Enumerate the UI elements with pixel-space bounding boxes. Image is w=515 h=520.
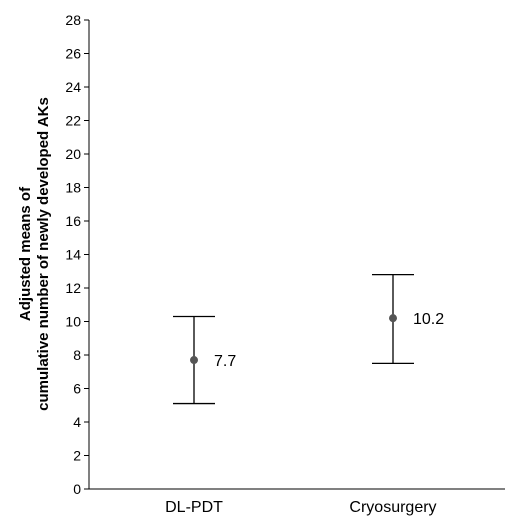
error-bar-group-0: 7.7 [173, 315, 236, 405]
y-tick-label-26: 26 [65, 46, 81, 62]
y-axis-title: Adjusted means of cumulative number of n… [17, 97, 52, 411]
data-marks: 7.7 10.2 [173, 273, 444, 405]
x-category-label-0: DL-PDT [165, 499, 223, 516]
error-bar-group-1: 10.2 [372, 273, 444, 365]
mean-point-1 [389, 314, 397, 323]
y-tick-label-10: 10 [65, 314, 81, 330]
y-tick-label-16: 16 [65, 213, 81, 229]
y-tick-label-18: 18 [65, 180, 81, 196]
y-tick-label-22: 22 [65, 113, 81, 129]
y-tick-label-14: 14 [65, 247, 81, 263]
y-tick-label-6: 6 [73, 381, 81, 397]
data-label-0: 7.7 [214, 353, 236, 370]
y-tick-label-4: 4 [73, 414, 81, 430]
y-tick-label-24: 24 [65, 79, 81, 95]
y-tick-label-12: 12 [65, 280, 81, 296]
y-tick-label-20: 20 [65, 146, 81, 162]
data-label-1: 10.2 [413, 311, 444, 328]
y-axis-title-line-1: Adjusted means of [17, 186, 34, 321]
y-tick-label-0: 0 [73, 481, 81, 497]
x-category-label-1: Cryosurgery [349, 499, 436, 516]
x-category-labels: DL-PDT Cryosurgery [165, 499, 436, 516]
y-axis-title-line-2: cumulative number of newly developed AKs [35, 97, 52, 411]
y-tick-label-28: 28 [65, 12, 81, 28]
y-tick-label-8: 8 [73, 347, 81, 363]
mean-point-0 [190, 356, 198, 365]
y-tick-label-2: 2 [73, 448, 81, 464]
